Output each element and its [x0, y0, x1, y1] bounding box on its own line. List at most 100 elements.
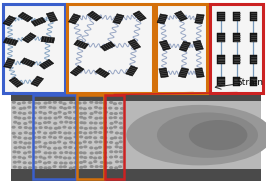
Circle shape: [12, 132, 16, 135]
Circle shape: [22, 156, 26, 160]
Circle shape: [69, 161, 73, 164]
Circle shape: [53, 136, 57, 139]
Circle shape: [24, 131, 28, 134]
Polygon shape: [195, 14, 204, 24]
Circle shape: [103, 156, 107, 159]
Circle shape: [52, 165, 57, 168]
Circle shape: [22, 107, 27, 110]
Polygon shape: [9, 77, 23, 87]
Circle shape: [39, 106, 43, 109]
Circle shape: [109, 112, 113, 115]
Circle shape: [83, 145, 88, 148]
Circle shape: [14, 146, 18, 149]
Polygon shape: [70, 66, 84, 76]
Circle shape: [63, 102, 67, 105]
Polygon shape: [39, 59, 54, 69]
Circle shape: [38, 111, 43, 114]
Circle shape: [94, 140, 98, 143]
Circle shape: [27, 146, 31, 149]
Circle shape: [52, 151, 57, 154]
Circle shape: [84, 127, 88, 130]
Circle shape: [28, 166, 32, 169]
Polygon shape: [126, 66, 138, 76]
Circle shape: [113, 116, 117, 119]
Polygon shape: [233, 12, 240, 21]
Circle shape: [53, 131, 57, 134]
Circle shape: [79, 151, 83, 154]
Circle shape: [28, 111, 32, 114]
Circle shape: [43, 101, 48, 105]
Circle shape: [78, 131, 82, 134]
Circle shape: [59, 165, 63, 168]
Circle shape: [119, 132, 123, 135]
Circle shape: [37, 140, 41, 143]
Circle shape: [118, 122, 123, 125]
Polygon shape: [178, 68, 189, 78]
Circle shape: [89, 131, 93, 134]
Circle shape: [88, 107, 92, 110]
Polygon shape: [174, 11, 187, 21]
Circle shape: [22, 101, 26, 104]
Circle shape: [73, 166, 77, 169]
Circle shape: [39, 156, 43, 159]
Circle shape: [18, 112, 22, 115]
Circle shape: [93, 156, 97, 160]
Circle shape: [42, 157, 47, 160]
Circle shape: [94, 151, 99, 154]
Circle shape: [33, 166, 38, 169]
Circle shape: [104, 131, 108, 134]
Circle shape: [79, 121, 84, 124]
Circle shape: [73, 156, 77, 159]
Polygon shape: [18, 12, 32, 22]
Circle shape: [48, 136, 52, 139]
Circle shape: [108, 146, 112, 149]
Polygon shape: [233, 33, 240, 42]
Circle shape: [98, 151, 102, 154]
Circle shape: [79, 126, 83, 129]
Circle shape: [18, 156, 22, 159]
Circle shape: [69, 101, 73, 104]
Circle shape: [67, 132, 72, 135]
Circle shape: [114, 166, 118, 169]
Circle shape: [48, 156, 52, 159]
Circle shape: [98, 111, 102, 114]
Circle shape: [13, 141, 17, 144]
Circle shape: [108, 107, 113, 110]
Circle shape: [114, 150, 118, 153]
Circle shape: [13, 121, 17, 124]
Bar: [105, 95, 124, 179]
Circle shape: [83, 156, 88, 159]
Circle shape: [119, 156, 123, 159]
Text: Strain: Strain: [236, 78, 263, 87]
Bar: [156, 4, 207, 93]
Circle shape: [59, 136, 63, 139]
Circle shape: [98, 140, 103, 143]
Circle shape: [58, 116, 62, 119]
Circle shape: [73, 141, 78, 144]
Circle shape: [28, 101, 32, 104]
Polygon shape: [87, 11, 102, 21]
Bar: [210, 4, 263, 93]
Circle shape: [11, 126, 16, 129]
Circle shape: [100, 136, 104, 139]
Circle shape: [109, 101, 113, 104]
Circle shape: [63, 107, 67, 110]
Circle shape: [118, 150, 123, 153]
Circle shape: [84, 136, 89, 139]
Circle shape: [88, 161, 93, 164]
Circle shape: [43, 121, 47, 124]
Circle shape: [103, 121, 107, 124]
Circle shape: [104, 141, 108, 144]
Circle shape: [38, 145, 43, 148]
Circle shape: [105, 161, 109, 164]
Circle shape: [23, 166, 27, 169]
Circle shape: [94, 111, 98, 114]
Circle shape: [118, 165, 122, 168]
Circle shape: [53, 116, 58, 119]
Circle shape: [103, 165, 108, 168]
Circle shape: [104, 111, 108, 114]
Circle shape: [93, 136, 97, 139]
Circle shape: [99, 126, 104, 129]
Circle shape: [59, 151, 63, 154]
Circle shape: [16, 151, 21, 154]
